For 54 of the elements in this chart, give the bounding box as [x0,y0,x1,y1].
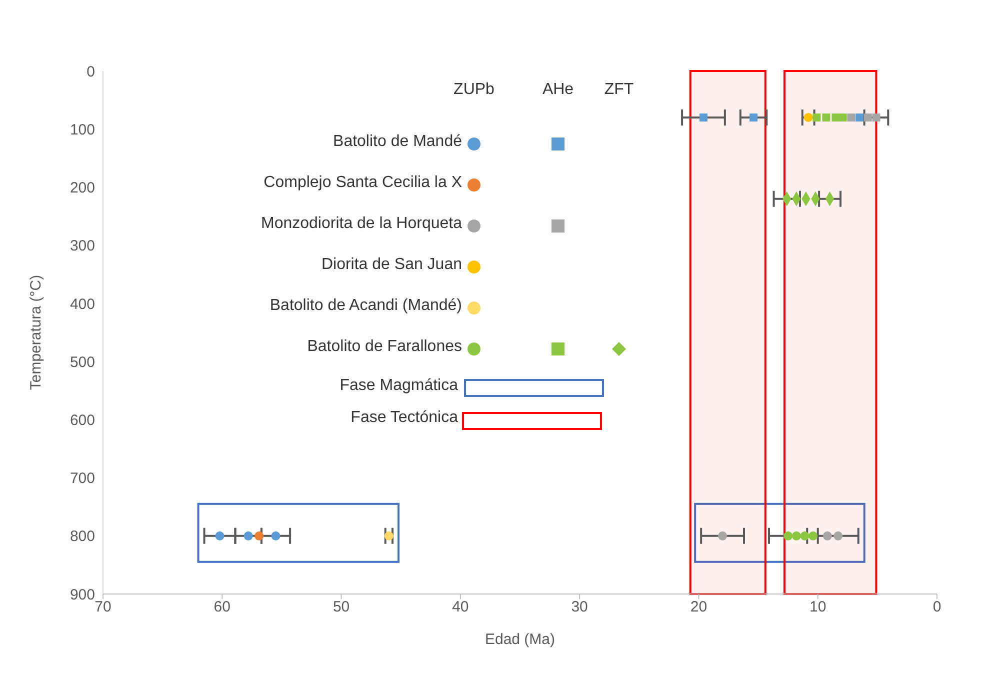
point [271,531,280,540]
y-tick-label: 100 [70,121,95,138]
annotation: ZUPb [452,81,496,99]
annotation: Fase Tectónica [350,409,458,427]
point [244,531,253,540]
point [718,531,728,540]
point [384,531,394,540]
y-tick-label: 900 [70,586,95,604]
legend-label: Batolito de Mandé [333,133,462,151]
y-axis-title: Temperatura (°C) [27,274,44,390]
legend-label: Diorita de San Juan [321,256,462,274]
y-tick-label: 500 [70,354,95,371]
x-axis-title: Edad (Ma) [484,631,556,648]
point [784,531,793,540]
point [804,112,813,122]
point [856,113,864,122]
point [822,113,830,122]
point [834,531,843,540]
point [864,113,872,122]
x-tick-label: 20 [690,598,708,616]
legend-label: Monzodiorita de la Horqueta [260,215,462,233]
legend-label: Batolito de Acandi (Mandé) [270,297,462,315]
x-tick-label: 0 [932,598,942,616]
point [872,113,880,122]
point [792,531,801,540]
point [215,531,224,540]
x-tick-label: 40 [452,598,469,616]
legend-label: Complejo Santa Cecilia la X [264,174,462,192]
point [699,113,708,122]
y-tick-label: 800 [70,528,95,546]
y-tick-label: 400 [70,296,95,313]
annotation: ZFT [603,81,635,99]
point [847,113,856,122]
x-tick-label: 50 [332,598,350,616]
y-tick-label: 700 [70,470,95,488]
x-tick-label: 10 [810,598,826,616]
point [808,531,818,540]
y-tick-label: 300 [70,238,95,255]
point [832,113,840,122]
legend-label: Batolito de Farallones [307,338,462,356]
point [800,531,810,540]
annotation: Fase Magmática [340,377,458,395]
point [750,113,758,122]
x-tick-label: 30 [571,598,588,616]
annotation: AHe [541,81,575,99]
x-tick-label: 60 [214,598,230,616]
y-tick-label: 0 [86,63,95,80]
point [822,531,832,540]
point [838,113,847,122]
y-tick-label: 200 [70,180,95,197]
x-tick-label: 70 [94,598,112,616]
y-tick-label: 600 [70,412,95,429]
point [254,531,264,540]
point [812,113,821,122]
